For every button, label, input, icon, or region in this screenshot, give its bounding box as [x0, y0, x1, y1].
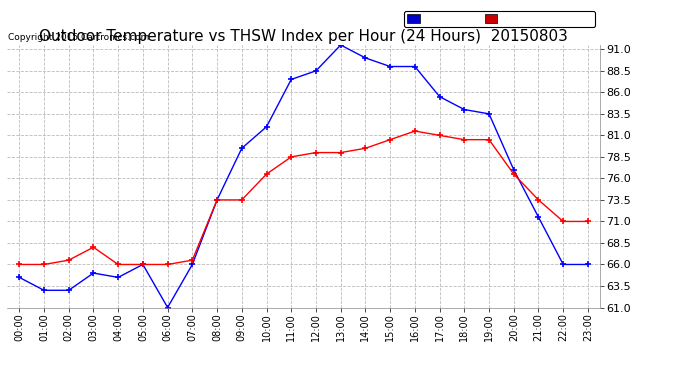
Text: Copyright 2015 Cartronics.com: Copyright 2015 Cartronics.com: [8, 33, 149, 42]
Title: Outdoor Temperature vs THSW Index per Hour (24 Hours)  20150803: Outdoor Temperature vs THSW Index per Ho…: [39, 29, 568, 44]
Legend: THSW  (°F), Temperature  (°F): THSW (°F), Temperature (°F): [404, 11, 595, 27]
